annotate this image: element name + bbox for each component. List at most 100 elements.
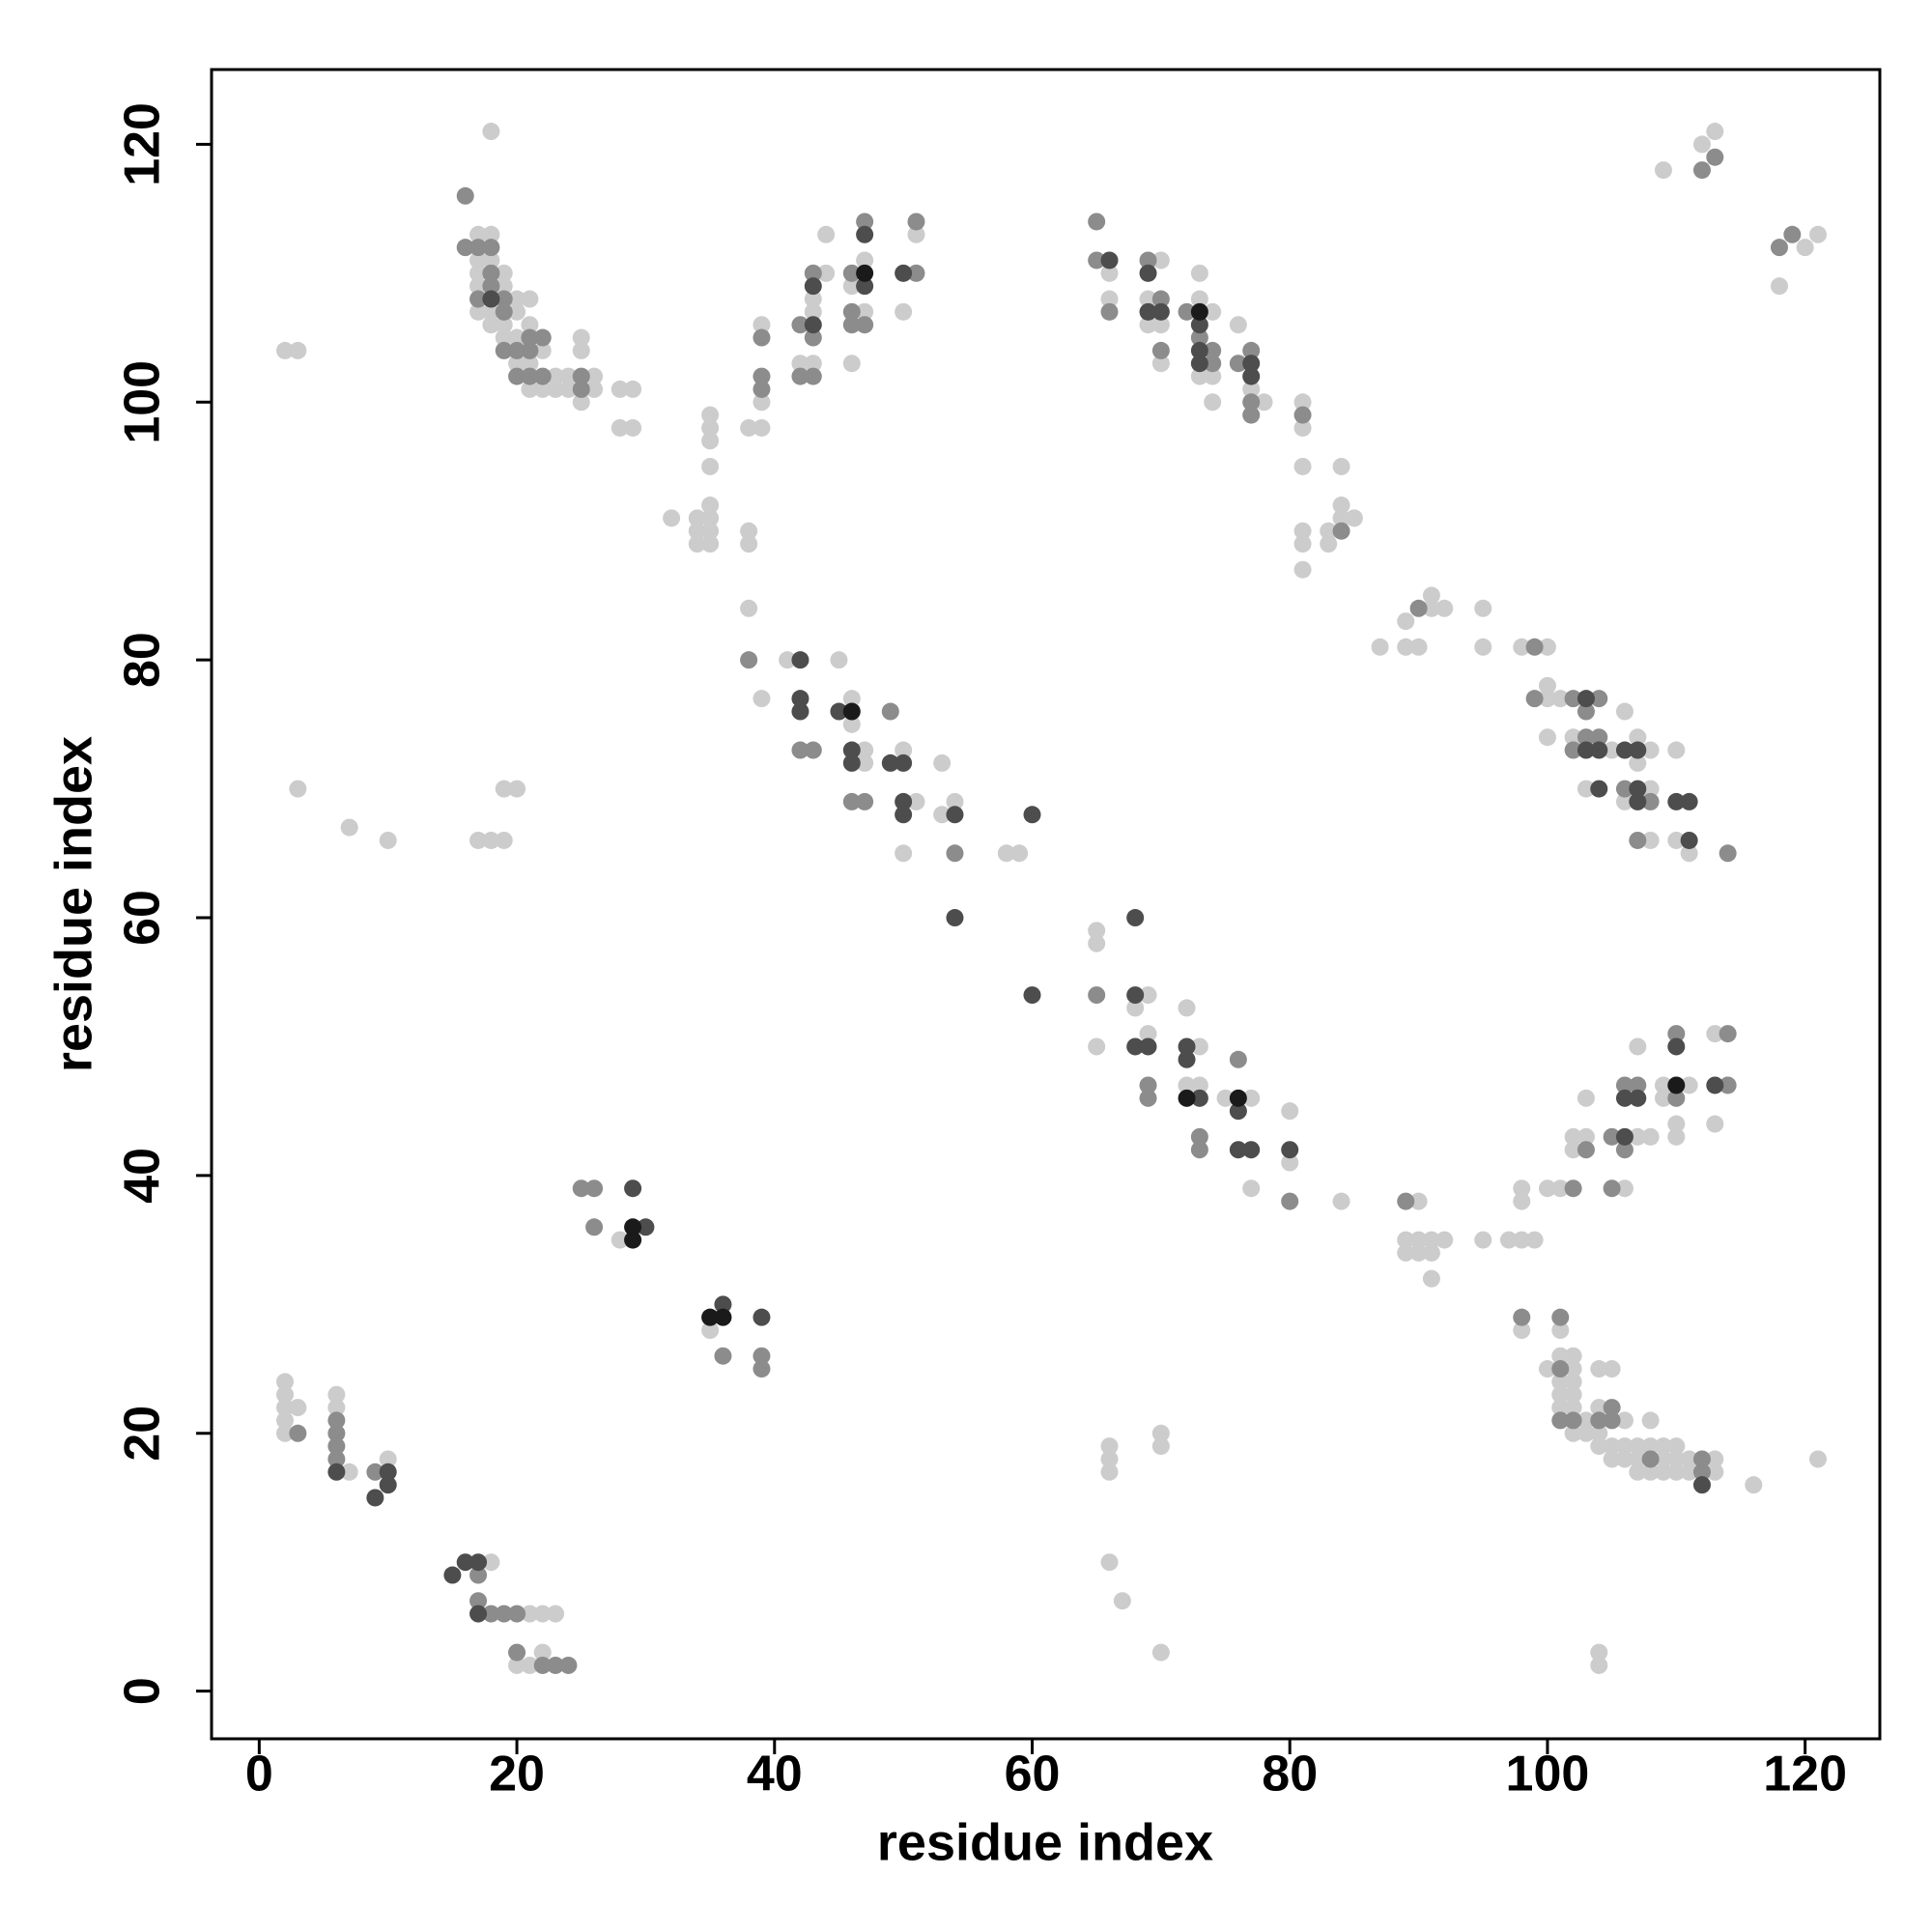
point [1706, 1450, 1724, 1468]
point [1680, 1463, 1698, 1481]
point [895, 753, 913, 772]
point [1151, 251, 1170, 270]
point [611, 1231, 629, 1249]
point [1474, 1231, 1492, 1249]
point [1126, 986, 1145, 1005]
point [327, 1399, 346, 1417]
x-tick-label: 120 [1763, 1747, 1847, 1803]
point [1551, 1347, 1570, 1365]
point [1706, 1463, 1724, 1481]
point [1577, 728, 1595, 747]
point [701, 418, 720, 437]
point [1603, 1179, 1621, 1198]
point [533, 328, 552, 347]
point [1692, 135, 1711, 154]
point [1242, 367, 1261, 385]
point [791, 702, 810, 721]
point [469, 251, 488, 270]
point [842, 277, 861, 296]
point [1139, 1089, 1157, 1107]
point [508, 1643, 526, 1662]
point [1796, 239, 1814, 257]
point [997, 844, 1015, 863]
point [1603, 1437, 1621, 1456]
point [895, 302, 913, 321]
point [701, 522, 720, 540]
point [1397, 1243, 1415, 1262]
point [1178, 1050, 1196, 1068]
point [572, 341, 590, 359]
point [533, 380, 552, 398]
x-tick-label: 0 [245, 1747, 273, 1803]
point [1281, 1153, 1299, 1172]
point [533, 341, 552, 359]
point [1178, 1089, 1196, 1107]
point [1229, 316, 1247, 334]
point [469, 1605, 488, 1623]
point [856, 225, 874, 243]
point [1151, 355, 1170, 373]
point [1538, 690, 1556, 708]
point [1178, 999, 1196, 1017]
point [1654, 1076, 1672, 1094]
point [1190, 367, 1208, 385]
point [1667, 1437, 1686, 1456]
point [1088, 986, 1106, 1005]
point [1615, 1450, 1634, 1468]
point [521, 1656, 539, 1674]
point [624, 1179, 642, 1198]
point [1190, 1127, 1208, 1146]
point [533, 367, 552, 385]
point [559, 380, 578, 398]
point [1667, 1089, 1686, 1107]
point [1551, 1411, 1570, 1430]
point [1551, 1179, 1570, 1198]
point [1564, 741, 1582, 759]
point [469, 1592, 488, 1610]
point [1590, 1437, 1608, 1456]
point [1577, 1424, 1595, 1442]
point [1332, 522, 1350, 540]
point [521, 367, 539, 385]
point [379, 1476, 397, 1494]
point [842, 316, 861, 334]
point [1023, 986, 1041, 1005]
point [791, 367, 810, 385]
point [946, 909, 964, 927]
point [804, 277, 822, 296]
point [508, 1656, 526, 1674]
point [585, 1218, 604, 1236]
point [1551, 1321, 1570, 1340]
point [1590, 741, 1608, 759]
point [895, 844, 913, 863]
point [1590, 1643, 1608, 1662]
point [469, 831, 488, 849]
point [1229, 1089, 1247, 1107]
point [842, 302, 861, 321]
point [1615, 1076, 1634, 1094]
point [842, 715, 861, 733]
point [1435, 1231, 1454, 1249]
point [1293, 457, 1312, 475]
point [830, 702, 848, 721]
point [1139, 1037, 1157, 1056]
point [340, 818, 358, 837]
point [547, 380, 565, 398]
point [753, 418, 771, 437]
point [1615, 1437, 1634, 1456]
point [1577, 1411, 1595, 1430]
point [1190, 1037, 1208, 1056]
point [740, 535, 758, 554]
point [1564, 1127, 1582, 1146]
point [1590, 1424, 1608, 1442]
point [1010, 844, 1029, 863]
point [1590, 1656, 1608, 1674]
point [1538, 638, 1556, 656]
point [469, 302, 488, 321]
point [1603, 1127, 1621, 1146]
point [495, 1605, 513, 1623]
point [1551, 1399, 1570, 1417]
point [1100, 251, 1119, 270]
point [1190, 264, 1208, 282]
